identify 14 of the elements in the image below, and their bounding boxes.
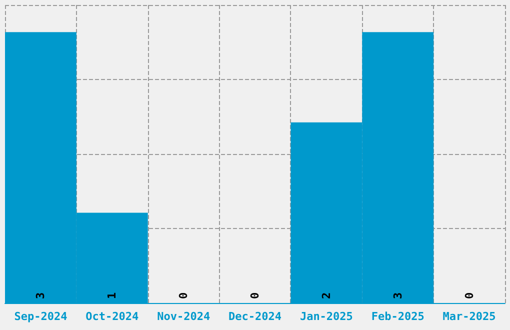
x-tick-label: Nov-2024	[157, 310, 210, 323]
data-label: 2	[320, 292, 333, 299]
x-tick-label: Sep-2024	[14, 310, 68, 323]
x-tick-label: Jan-2025	[300, 310, 353, 323]
x-tick-label: Dec-2024	[228, 310, 282, 323]
data-label: 0	[177, 292, 190, 299]
x-tick-label: Oct-2024	[86, 310, 140, 323]
x-tick-label: Feb-2025	[371, 310, 424, 323]
data-label: 0	[248, 292, 262, 299]
data-label: 0	[462, 292, 476, 299]
data-label: 3	[34, 292, 48, 299]
data-label: 3	[391, 292, 404, 299]
data-label: 1	[106, 292, 119, 299]
x-tick-label: Mar-2025	[442, 310, 496, 323]
